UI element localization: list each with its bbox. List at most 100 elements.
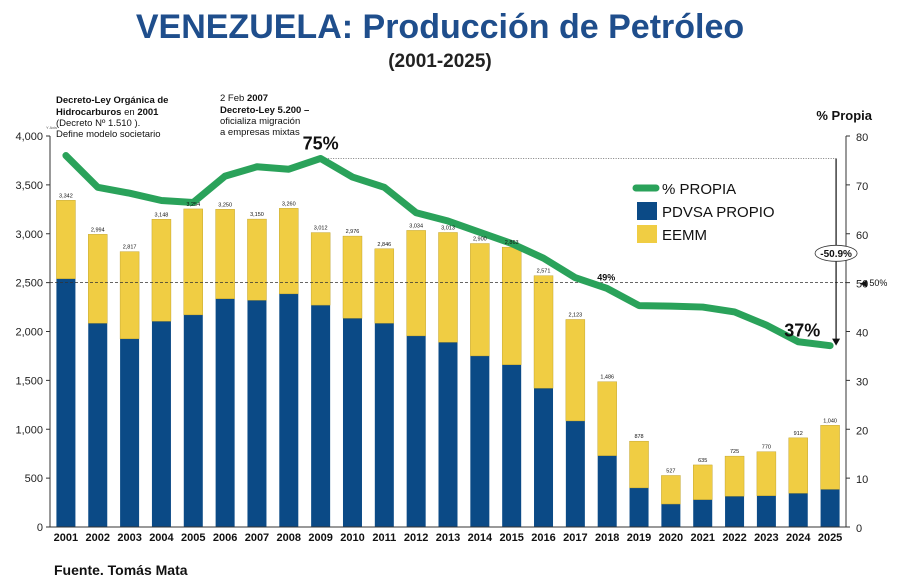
bar-eemm-2025 (820, 425, 840, 490)
bar-eemm-2002 (88, 234, 108, 324)
bar-eemm-2011 (374, 248, 395, 324)
data-label-total-2010: 2,976 (346, 229, 360, 235)
x-tick-2001: 2001 (54, 532, 78, 544)
y2-tick-0: 0 (856, 523, 862, 535)
bar-pdvsa-2003 (120, 338, 140, 527)
x-tick-2005: 2005 (181, 532, 205, 544)
bar-pdvsa-2009 (311, 305, 331, 527)
x-tick-2020: 2020 (659, 532, 683, 544)
bar-eemm-2019 (629, 440, 649, 489)
x-tick-2013: 2013 (436, 532, 460, 544)
annotation-decree-2007: 2 Feb 2007 Decreto-Ley 5.200 – oficializ… (220, 93, 309, 138)
annotation-2001-rest: en (121, 107, 137, 118)
data-label-total-2011: 2,846 (377, 242, 391, 248)
bar-pdvsa-2014 (470, 355, 490, 527)
annotation-decree-2001: Decreto-Ley Orgánica de Hidrocarburos en… (56, 95, 168, 140)
peak-label: 75% (303, 133, 339, 153)
bar-pdvsa-2023 (756, 495, 776, 527)
data-label-total-2021: 635 (698, 458, 707, 464)
y-tick-2: 1,000 (15, 424, 43, 436)
data-label-total-2024: 912 (794, 431, 803, 437)
data-label-total-2025: 1,040 (823, 418, 837, 424)
bar-pdvsa-2025 (820, 489, 840, 527)
bar-pdvsa-2004 (151, 321, 171, 527)
y2-tick-5: 50 (856, 279, 868, 291)
x-tick-2009: 2009 (308, 532, 332, 544)
bar-pdvsa-2013 (438, 342, 458, 527)
legend-eemm-label: EEMM (662, 227, 707, 244)
bar-eemm-2005 (183, 208, 203, 316)
y-tick-4: 2,000 (15, 327, 43, 339)
bar-eemm-2023 (756, 451, 777, 496)
bar-eemm-2013 (438, 232, 458, 343)
bar-pdvsa-2016 (534, 388, 554, 527)
bar-pdvsa-2019 (629, 487, 649, 527)
bar-eemm-2003 (119, 251, 140, 340)
legend: % PROPIA PDVSA PROPIO EEMM (632, 181, 775, 244)
y-tick-0: 0 (37, 522, 43, 534)
data-label-total-2013: 3,013 (441, 225, 455, 231)
bar-pdvsa-2002 (88, 323, 108, 527)
bar-eemm-2018 (597, 381, 617, 456)
drop-arrow-head (832, 338, 841, 346)
annotation-2001-bold: Hidrocarburos (56, 107, 121, 118)
data-label-total-2005: 3,254 (186, 202, 200, 208)
x-tick-2010: 2010 (340, 532, 364, 544)
y2-axis-title: % Propia (816, 108, 872, 123)
chart-title: VENEZUELA: Producción de Petróleo (136, 8, 744, 46)
source-note: Fuente. Tomás Mata (54, 562, 188, 578)
bar-pdvsa-2021 (693, 499, 713, 527)
data-label-total-2001: 3,342 (59, 193, 73, 199)
bar-eemm-2012 (406, 230, 426, 337)
end-label: 37% (784, 321, 820, 341)
y-tick-3: 1,500 (15, 375, 43, 387)
data-label-total-2008: 3,260 (282, 201, 296, 207)
annotation-2007-year: 2007 (247, 93, 268, 104)
fifty-marker-label: ◀ 50% (860, 278, 887, 288)
bar-eemm-2022 (724, 455, 745, 497)
line-pct-propia (62, 152, 834, 350)
annotation-2001-year: 2001 (137, 107, 159, 118)
data-label-total-2009: 3,012 (314, 226, 328, 232)
bar-pdvsa-2024 (788, 493, 808, 527)
data-label-total-2002: 2,994 (91, 227, 105, 233)
y2-tick-3: 30 (856, 376, 868, 388)
bar-pdvsa-2008 (279, 293, 299, 527)
y-tick-8: 4,000 (15, 131, 43, 143)
x-tick-2007: 2007 (245, 532, 269, 544)
x-tick-2006: 2006 (213, 532, 237, 544)
annotation-2001-line3: (Decreto Nº 1.510 ). (56, 118, 140, 129)
y2-tick-1: 10 (856, 474, 868, 486)
data-label-total-2007: 3,150 (250, 212, 264, 218)
bar-eemm-2024 (788, 437, 808, 494)
bar-eemm-2008 (279, 208, 299, 295)
y2-tick-6: 60 (856, 230, 868, 242)
x-tick-2004: 2004 (149, 532, 174, 544)
data-label-total-2006: 3,250 (218, 202, 232, 208)
bar-eemm-2007 (247, 218, 267, 301)
label-layer: 3,342 2,994 2,817 3,148 3,254 3,250 3,150 3,260… (59, 133, 887, 474)
x-tick-2002: 2002 (86, 532, 110, 544)
annotation-2001-line4: Define modelo societario (56, 129, 161, 140)
bar-eemm-2004 (151, 219, 172, 322)
bar-eemm-2010 (342, 235, 363, 319)
y-tick-7: 3,500 (15, 180, 43, 192)
data-label-total-2016: 2,571 (537, 269, 551, 275)
data-label-total-2018: 1,486 (600, 375, 614, 381)
x-tick-2015: 2015 (499, 532, 523, 544)
x-tick-2018: 2018 (595, 532, 619, 544)
x-tick-2014: 2014 (468, 532, 493, 544)
legend-pdvsa-label: PDVSA PROPIO (662, 204, 775, 221)
x-tick-2017: 2017 (563, 532, 587, 544)
x-tick-2012: 2012 (404, 532, 428, 544)
y2-tick-2: 20 (856, 425, 868, 437)
reference-lines (50, 158, 846, 283)
bar-pdvsa-2012 (406, 335, 426, 527)
bar-eemm-2016 (533, 275, 554, 389)
mid-label: 49% (597, 272, 615, 282)
y2-tick-7: 70 (856, 181, 868, 193)
bar-eemm-2014 (470, 243, 490, 357)
annotation-2001-line2: Hidrocarburos en 2001 (56, 107, 159, 118)
data-label-total-2004: 3,148 (155, 212, 169, 218)
